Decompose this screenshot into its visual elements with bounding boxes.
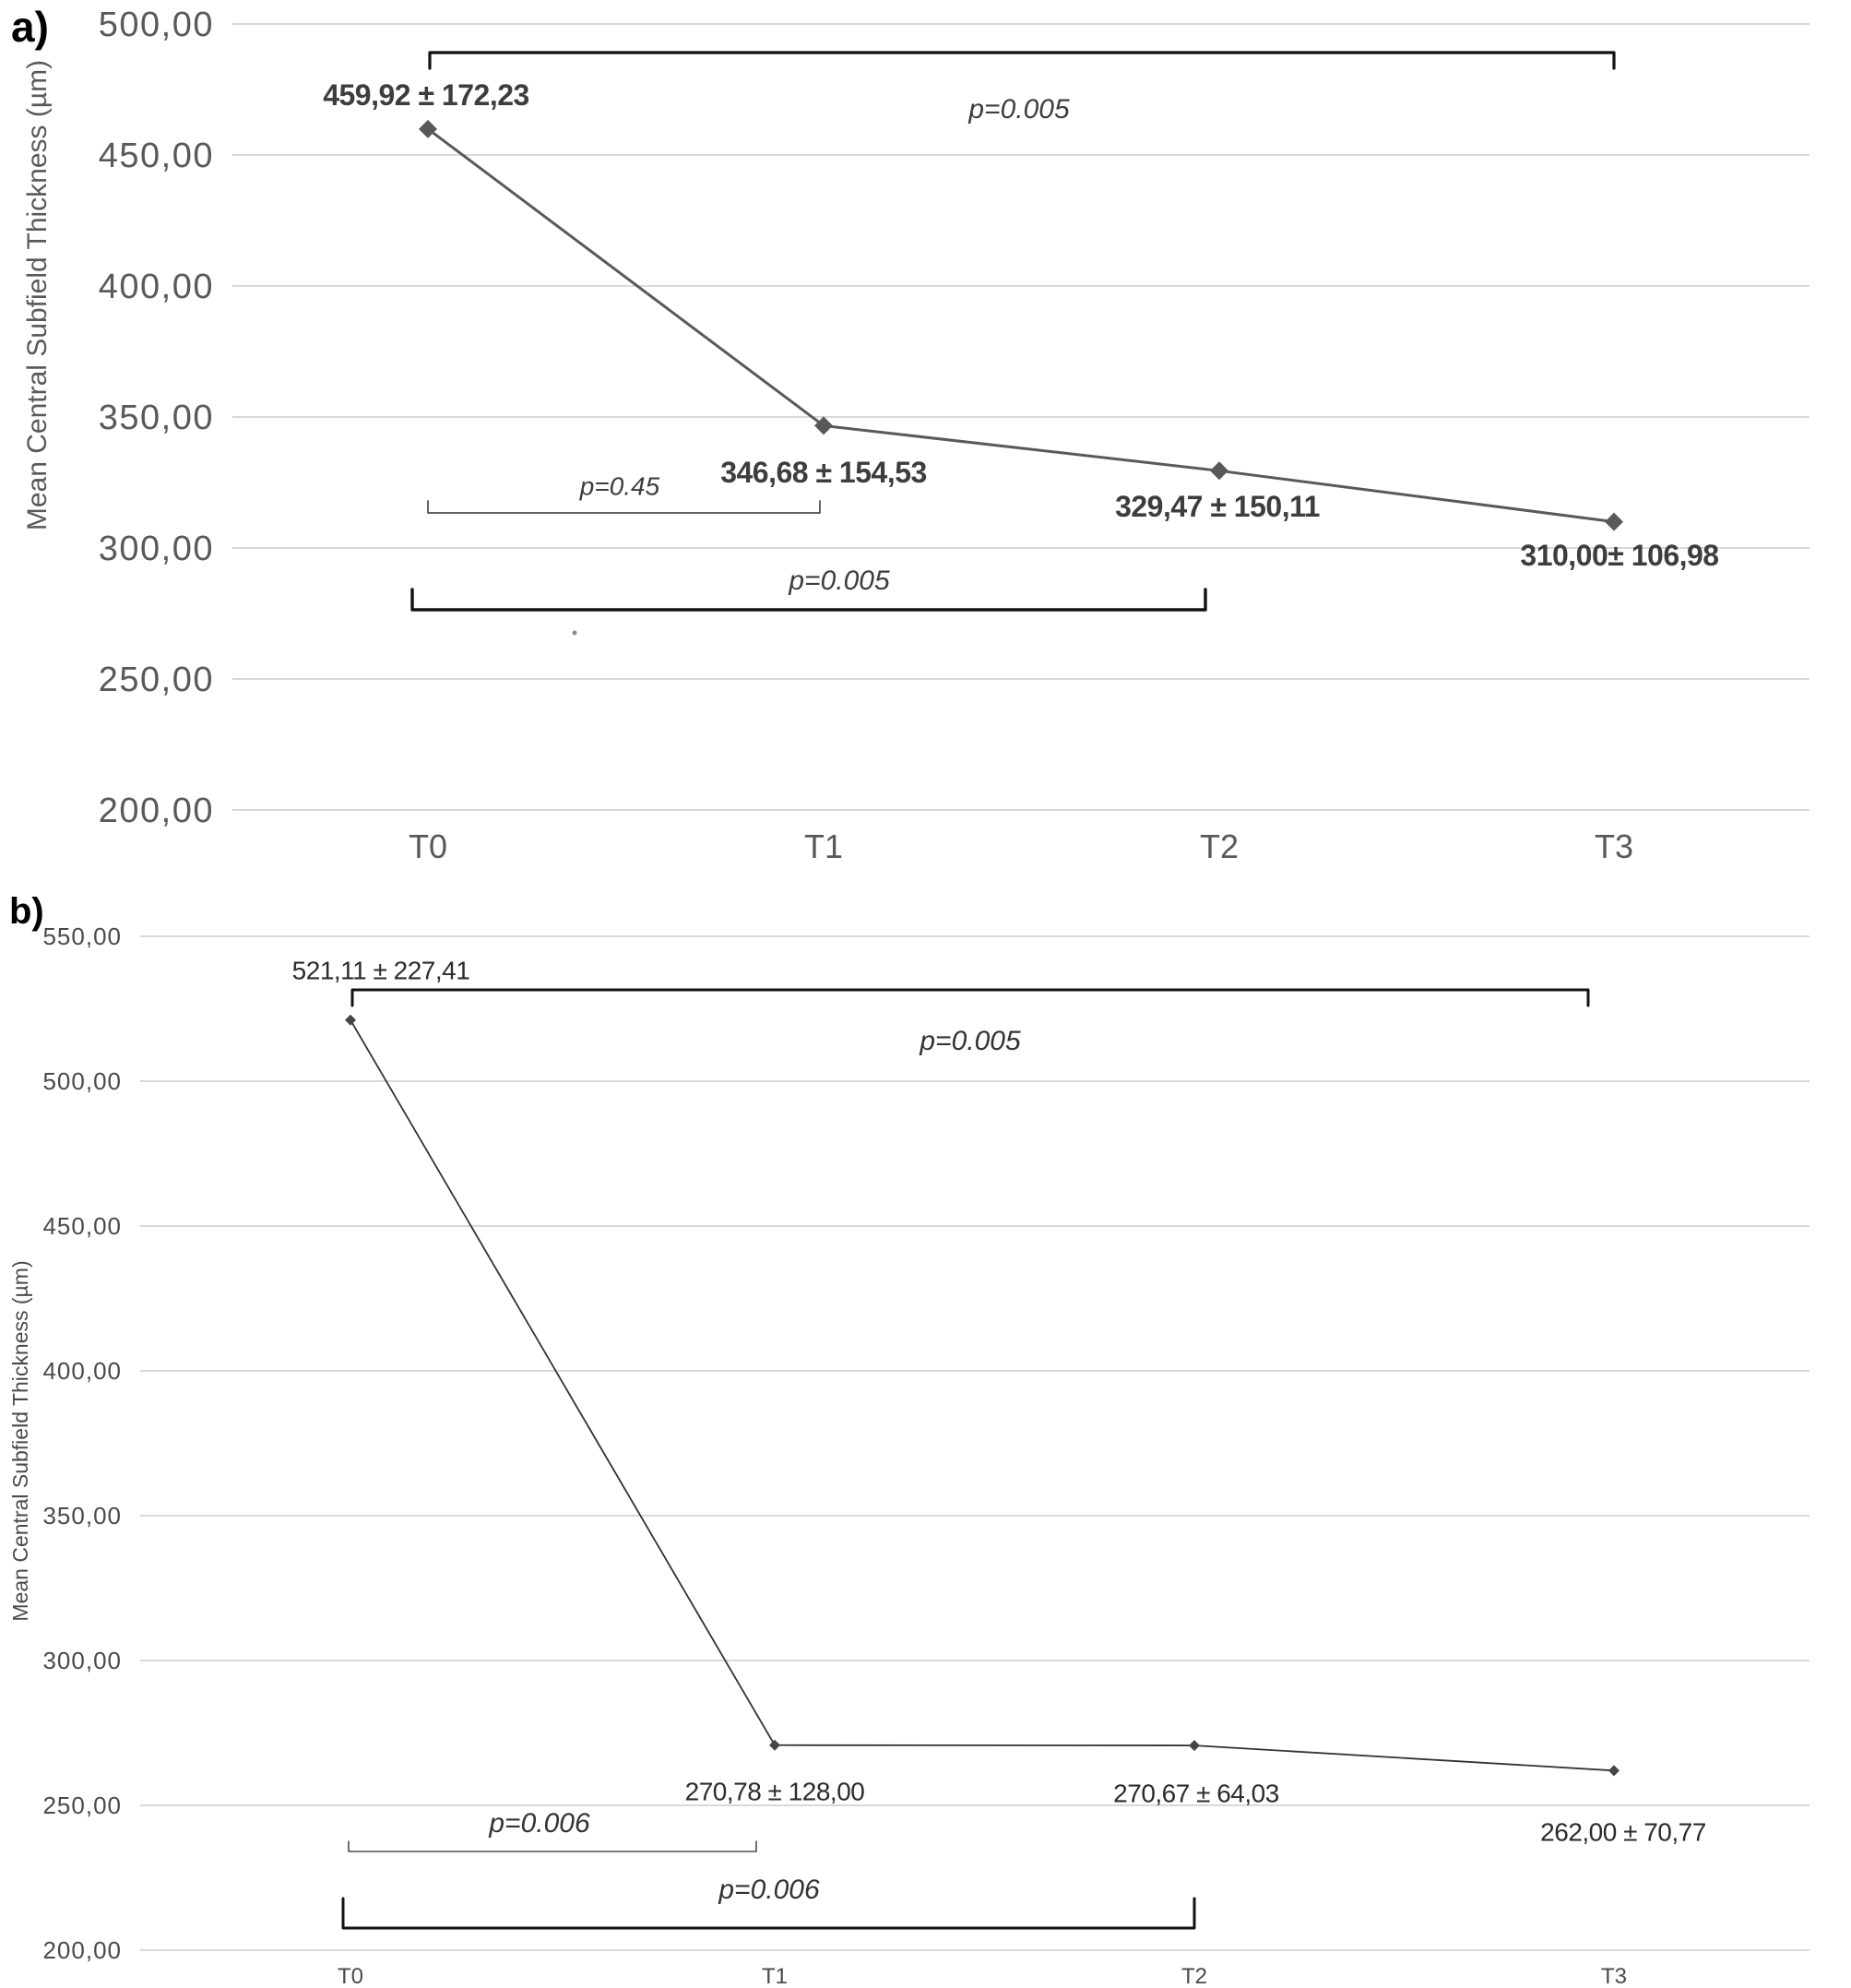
value-label: 346,68 ± 154,53 [720,456,927,489]
value-label: 270,67 ± 64,03 [1113,1780,1279,1808]
p-value-label: p=0.006 [488,1808,590,1839]
data-point-marker [1605,512,1623,531]
y-tick-label: 250,00 [99,661,214,699]
panel-a-label: a) [11,3,49,51]
value-label: 459,92 ± 172,23 [323,78,529,112]
significance-bracket [348,1840,757,1852]
p-value-label: p=0.45 [579,472,660,501]
y-tick-label: 550,00 [42,923,122,950]
significance-bracket [428,51,1616,70]
x-category-label: T2 [1200,827,1239,865]
x-category-label: T2 [1181,1964,1207,1988]
panel-a-chart: 500,00 450,00 400,00 350,00 300,00 250,00 200,… [22,6,1809,865]
value-label: 262,00 ± 70,77 [1540,1818,1706,1847]
y-axis-title: Mean Central Subfield Thickness (µm) [8,1260,32,1621]
significance-bracket [427,500,821,514]
data-point-marker [345,1014,356,1026]
value-label: 270,78 ± 128,00 [685,1778,865,1806]
y-axis-title: Mean Central Subfield Thickness (µm) [22,60,53,530]
x-category-label: T1 [804,827,843,865]
data-point-marker [769,1739,780,1751]
x-category-label: T3 [1601,1964,1627,1988]
y-tick-label: 500,00 [42,1067,122,1095]
panel-b-chart: 550,00 500,00 450,00 400,00 350,00 300,00 250,… [8,923,1809,1988]
data-point-marker [1189,1740,1200,1752]
value-label: 521,11 ± 227,41 [292,957,470,985]
y-tick-label: 400,00 [99,268,214,306]
y-tick-label: 450,00 [99,137,214,175]
y-tick-label: 300,00 [42,1647,122,1674]
x-category-label: T3 [1595,827,1633,865]
value-label: 310,00± 106,98 [1520,539,1718,572]
y-tick-label: 300,00 [99,530,214,568]
stray-mark [572,630,577,636]
p-value-label: p=0.006 [718,1875,820,1905]
data-point-marker [1608,1765,1620,1777]
y-tick-label: 250,00 [42,1792,122,1819]
data-point-marker [1210,461,1228,481]
y-tick-label: 350,00 [42,1502,122,1530]
significance-bracket [350,988,1590,1007]
x-category-label: T0 [338,1964,363,1988]
p-value-label: p=0.005 [788,565,890,596]
data-point-marker [814,416,833,435]
y-tick-label: 200,00 [99,792,214,830]
panel-b-label: b) [9,891,44,932]
series-line [350,1019,1615,1772]
x-category-label: T1 [762,1964,788,1988]
y-tick-label: 450,00 [42,1212,122,1240]
series-line [427,127,1615,524]
y-tick-label: 200,00 [42,1936,122,1964]
significance-bracket [410,588,1207,612]
p-value-label: p=0.005 [919,1026,1021,1056]
y-tick-label: 500,00 [99,6,214,44]
y-tick-label: 400,00 [42,1357,122,1385]
p-value-label: p=0.005 [967,94,1070,125]
significance-bracket [341,1897,1196,1930]
x-category-label: T0 [409,827,447,865]
y-tick-label: 350,00 [99,399,214,437]
data-point-marker [419,119,437,138]
value-label: 329,47 ± 150,11 [1115,490,1320,523]
